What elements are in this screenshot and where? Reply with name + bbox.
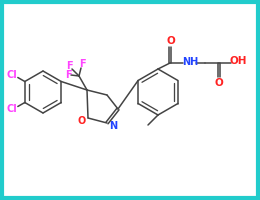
Text: F: F (65, 70, 71, 80)
Text: F: F (66, 61, 72, 71)
Text: Cl: Cl (6, 70, 17, 79)
Text: NH: NH (182, 57, 198, 67)
Text: O: O (78, 116, 86, 126)
Text: O: O (214, 78, 223, 88)
Text: OH: OH (229, 56, 247, 66)
Text: O: O (167, 36, 176, 46)
Text: Cl: Cl (6, 104, 17, 114)
Text: N: N (109, 121, 117, 131)
Text: F: F (79, 59, 85, 69)
